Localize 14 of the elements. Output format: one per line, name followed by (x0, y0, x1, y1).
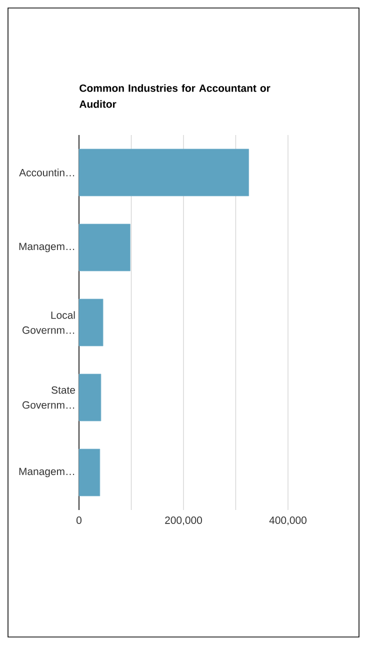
x-tick-label: 0 (76, 516, 82, 524)
bar (78, 148, 250, 196)
x-tick-label: 400,000 (269, 516, 306, 526)
bar (78, 298, 104, 346)
bar (78, 374, 102, 422)
x-tick-label: 200,000 (165, 516, 202, 526)
y-tick-label: State Governm… (22, 386, 76, 409)
bar (78, 448, 100, 496)
bar (78, 224, 130, 272)
chart-title: Common Industries for Accountant or Auditor (79, 84, 270, 108)
y-tick-label: Managem… (19, 242, 74, 252)
y-tick-label: Managem… (19, 468, 74, 478)
y-tick-label: Accountin… (19, 168, 74, 176)
y-tick-label: Local Governm… (22, 311, 75, 334)
